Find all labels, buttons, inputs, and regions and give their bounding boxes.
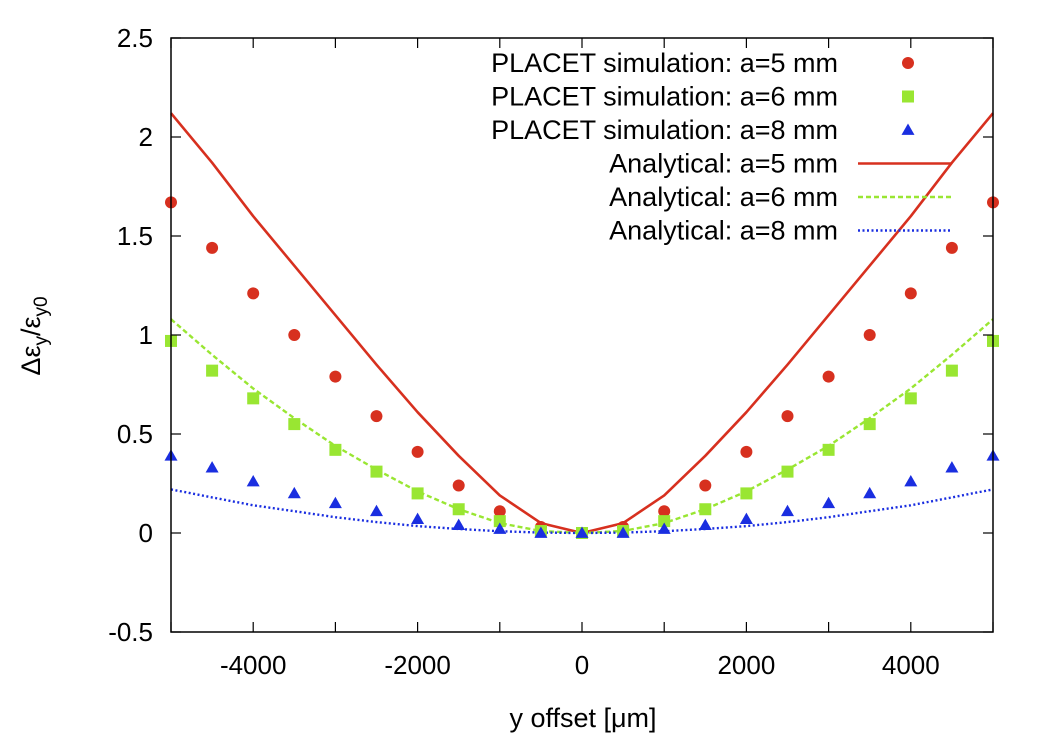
x-tick-label: 4000 — [882, 650, 940, 680]
data-point — [781, 410, 794, 423]
data-point — [493, 515, 506, 528]
y-label-base: Δε — [16, 346, 46, 376]
legend-marker — [902, 57, 914, 69]
data-point — [452, 518, 466, 530]
x-tick-label: -4000 — [220, 650, 287, 680]
data-point — [945, 241, 958, 254]
data-point — [288, 329, 301, 341]
y-axis-label: Δεy/εy0 — [16, 296, 52, 375]
data-point — [781, 504, 794, 517]
data-point — [698, 518, 712, 530]
data-point — [739, 512, 753, 525]
data-point — [247, 392, 260, 405]
data-point — [781, 465, 794, 478]
data-point — [863, 329, 876, 341]
y-tick-label: -0.5 — [108, 617, 153, 647]
x-tick-label: 0 — [575, 650, 589, 680]
data-point — [288, 418, 301, 431]
legend-marker — [901, 123, 915, 135]
data-point — [329, 370, 342, 383]
data-point — [370, 504, 383, 517]
data-point — [740, 445, 753, 458]
series-points-0 — [165, 196, 999, 539]
data-point — [740, 487, 753, 500]
x-axis-ticks: -4000 -2000 0 2000 4000 — [170, 38, 994, 680]
data-point — [616, 526, 630, 538]
legend-label: Analytical: a=5 mm — [609, 149, 838, 179]
series-line-3 — [169, 112, 995, 535]
y-axis-ticks: -0.5 0 0.5 1 1.5 2 2.5 — [108, 23, 993, 647]
y-tick-label: 0 — [139, 518, 153, 548]
data-point — [822, 496, 836, 509]
data-point — [452, 503, 465, 516]
data-point — [370, 410, 383, 423]
y-tick-label: 0.5 — [117, 419, 153, 449]
y-label-sub2: y0 — [31, 296, 52, 316]
x-tick-label: 2000 — [717, 650, 775, 680]
data-point — [493, 505, 506, 518]
data-point — [863, 486, 877, 499]
legend-marker — [902, 90, 914, 103]
legend-label: PLACET simulation: a=5 mm — [491, 48, 838, 78]
data-point — [904, 475, 918, 487]
y-label-slash: /ε — [16, 316, 46, 336]
data-point — [699, 479, 712, 492]
data-point — [575, 526, 589, 538]
data-point — [328, 496, 342, 509]
data-point — [904, 287, 917, 300]
series-points-2 — [164, 449, 1000, 538]
data-point — [206, 241, 219, 254]
x-axis-label: y offset [μm] — [509, 703, 656, 733]
data-point — [247, 287, 260, 300]
data-point — [658, 515, 671, 528]
series-points-1 — [165, 334, 999, 539]
y-tick-label: 2 — [139, 122, 153, 152]
data-point — [370, 465, 383, 478]
legend-label: PLACET simulation: a=8 mm — [491, 115, 838, 145]
data-point — [699, 503, 712, 516]
legend-label: PLACET simulation: a=6 mm — [491, 82, 838, 112]
plot-frame — [170, 37, 994, 633]
data-point — [287, 486, 301, 499]
data-point — [822, 370, 835, 383]
data-point — [904, 392, 917, 405]
y-tick-label: 1 — [139, 320, 153, 350]
data-point — [658, 505, 671, 518]
legend-label: Analytical: a=6 mm — [609, 182, 838, 212]
y-tick-label: 1.5 — [117, 221, 153, 251]
data-point — [411, 512, 425, 525]
data-point — [206, 364, 219, 377]
data-point — [246, 475, 260, 487]
data-point — [329, 443, 342, 456]
y-label-sub1: y — [31, 336, 52, 346]
legend: PLACET simulation: a=5 mm PLACET simulati… — [491, 48, 952, 246]
y-tick-label: 2.5 — [117, 23, 153, 53]
data-point — [411, 487, 424, 500]
data-point — [534, 526, 548, 538]
data-point — [863, 418, 876, 431]
data-point — [945, 461, 959, 473]
legend-label: Analytical: a=8 mm — [609, 216, 838, 246]
data-point — [657, 522, 671, 534]
data-point — [945, 364, 958, 377]
data-point — [205, 461, 219, 473]
data-point — [822, 443, 835, 456]
data-point — [411, 445, 424, 458]
data-point — [452, 479, 465, 492]
x-tick-label: -2000 — [384, 650, 451, 680]
plot-area — [164, 112, 1000, 539]
data-point — [493, 522, 507, 534]
